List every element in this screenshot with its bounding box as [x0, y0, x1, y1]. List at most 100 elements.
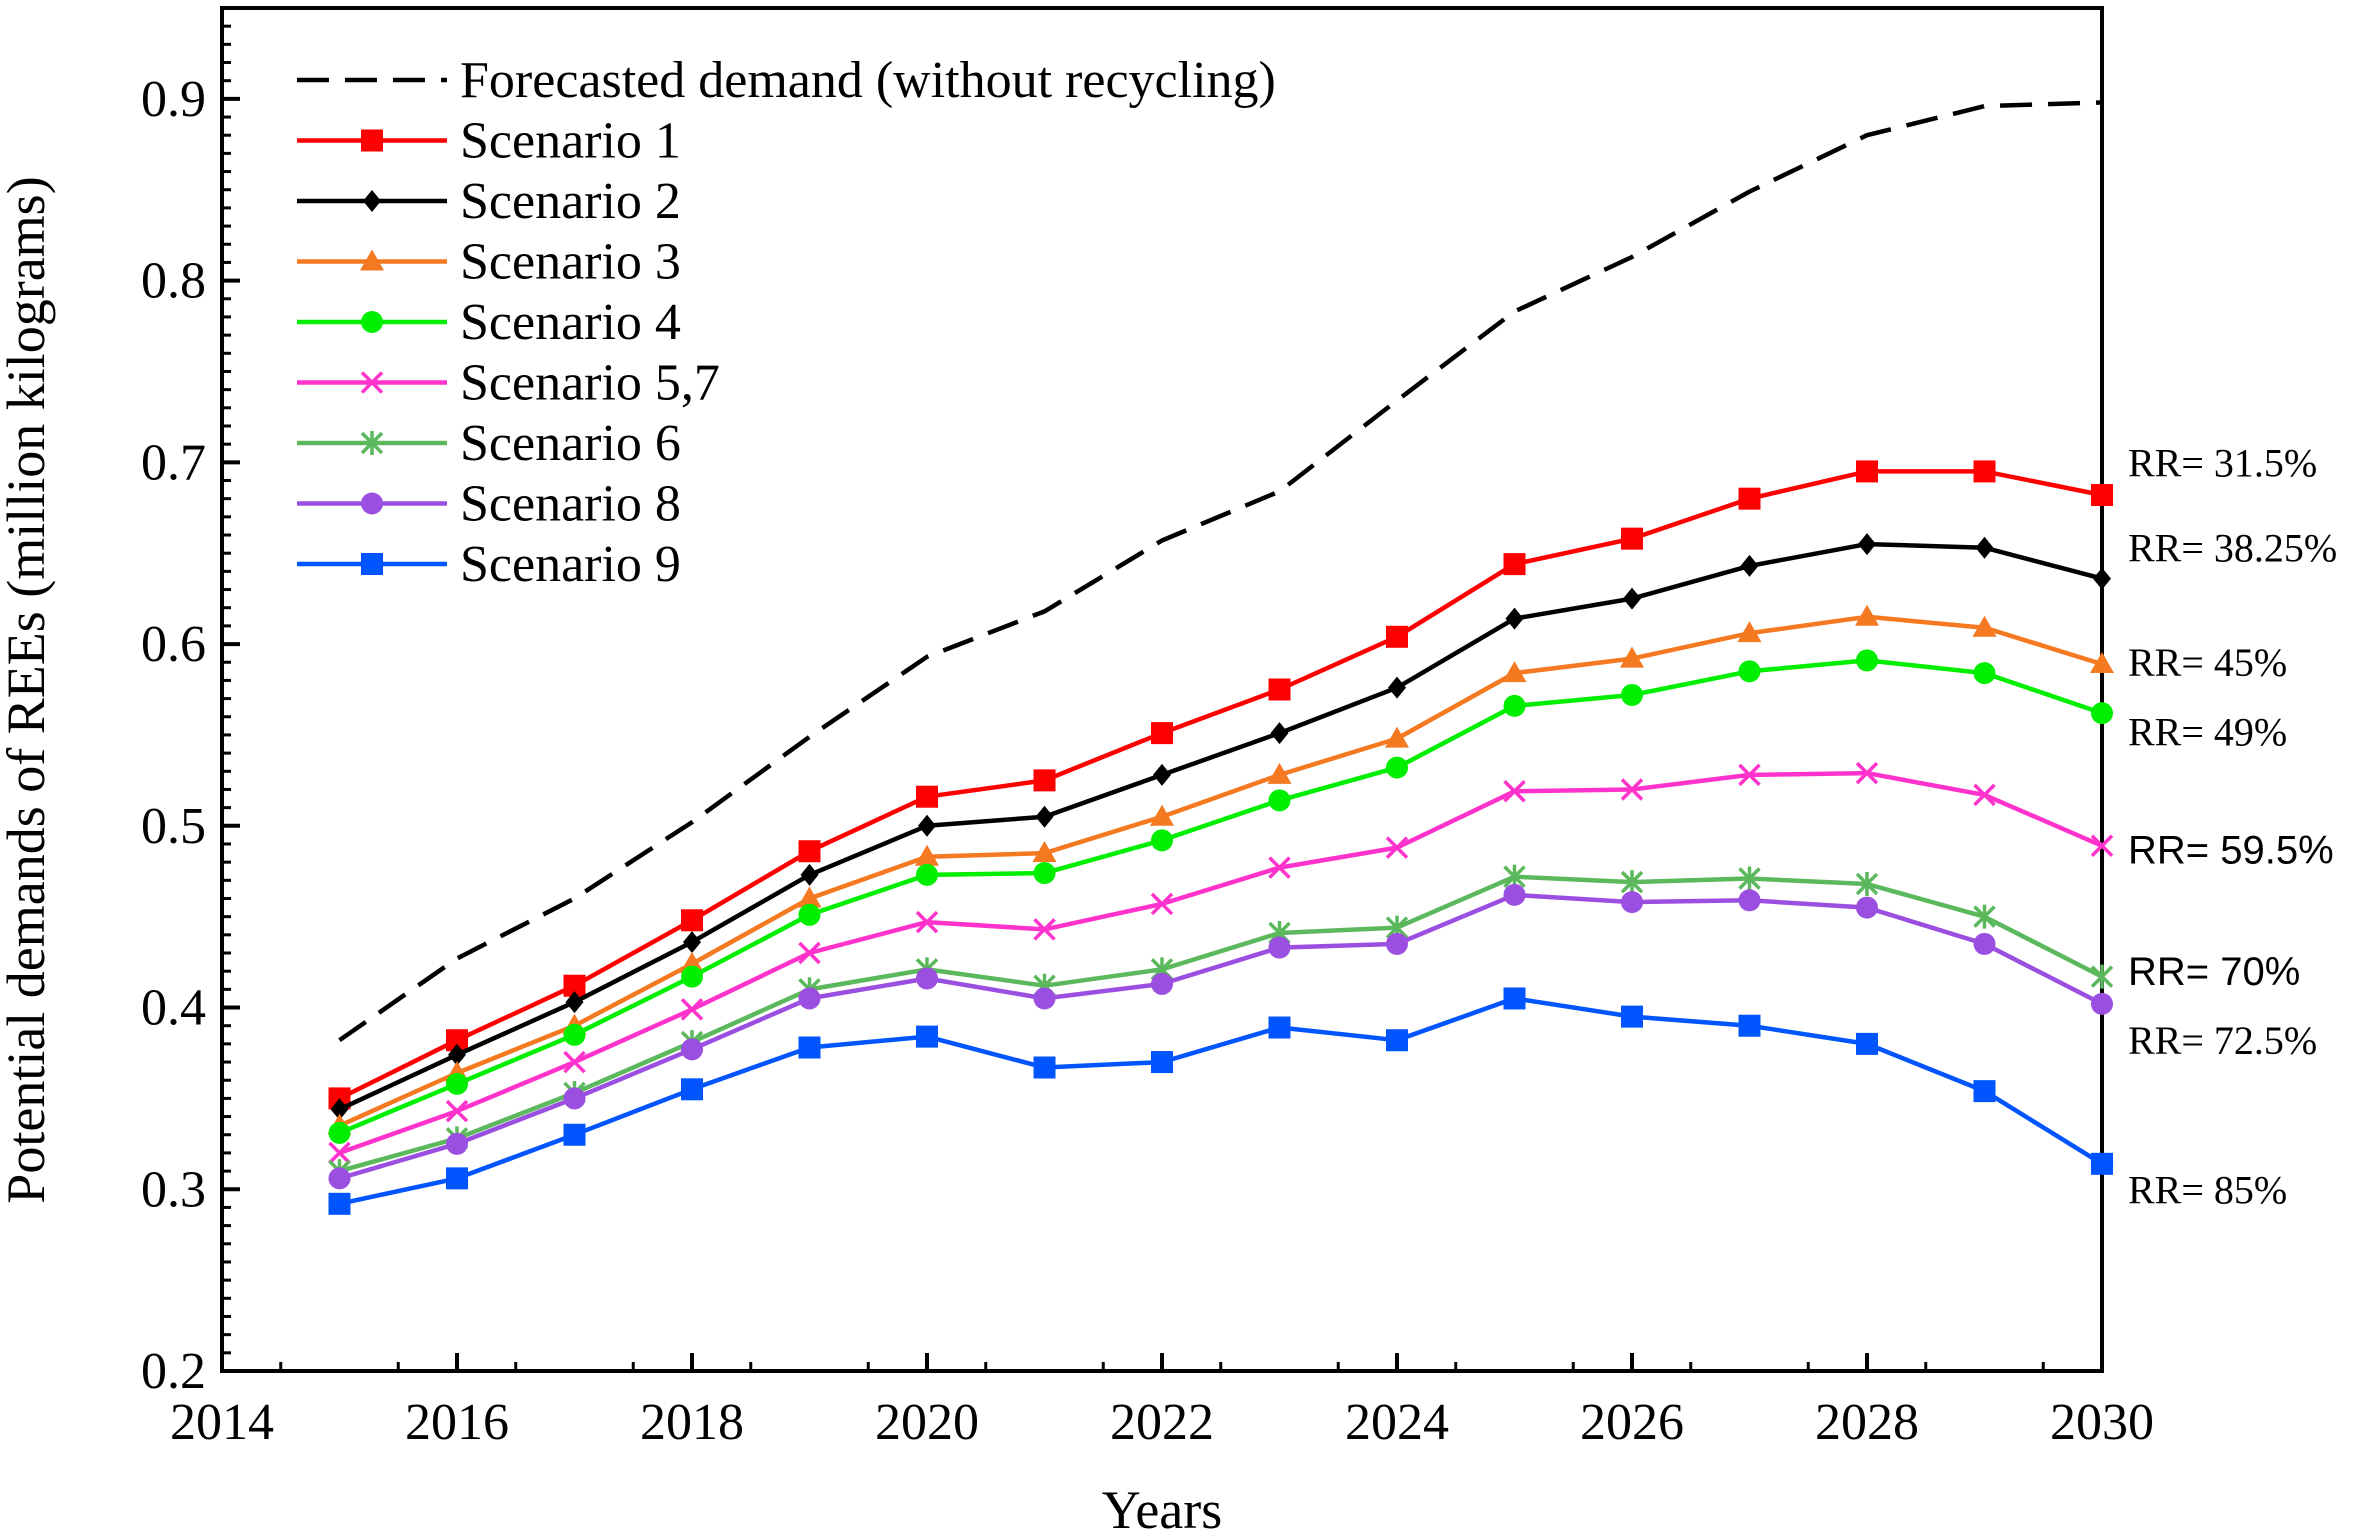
- y-tick-label: 0.7: [141, 434, 206, 491]
- data-point: [681, 965, 703, 988]
- data-point: [1268, 856, 1291, 879]
- data-point: [2091, 992, 2113, 1015]
- data-point: [1503, 987, 1526, 1010]
- legend-label: Scenario 3: [460, 234, 681, 291]
- x-tick-label: 2022: [1110, 1394, 1214, 1451]
- legend-entry: Scenario 3: [297, 234, 681, 291]
- data-point: [446, 1132, 468, 1155]
- data-point: [1502, 661, 1527, 683]
- legend: Forecasted demand (without recycling)Sce…: [297, 52, 1276, 593]
- legend-label: Forecasted demand (without recycling): [460, 52, 1276, 109]
- data-point: [328, 1141, 351, 1165]
- series-line: [339, 996, 2104, 1206]
- data-point: [1973, 904, 1996, 929]
- legend-marker: [361, 311, 383, 333]
- legend-marker: [361, 129, 383, 152]
- data-point: [1738, 866, 1761, 891]
- legend-label: Scenario 6: [460, 415, 681, 472]
- legend-label: Scenario 4: [460, 294, 681, 351]
- data-point: [798, 941, 821, 965]
- y-tick-label: 0.9: [141, 71, 206, 128]
- data-point: [1035, 805, 1054, 828]
- data-point: [1855, 761, 1879, 785]
- data-point: [681, 909, 703, 932]
- series-line: [338, 469, 2103, 1101]
- x-tick-label: 2020: [875, 1394, 979, 1451]
- legend-entry: Scenario 4: [297, 294, 681, 351]
- legend-marker: [360, 431, 384, 455]
- data-point: [2091, 702, 2113, 725]
- rr-annotation: RR= 49%: [2128, 709, 2287, 754]
- data-point: [1032, 841, 1057, 863]
- legend-entry: Scenario 6: [297, 415, 681, 472]
- data-point: [916, 863, 938, 886]
- data-point: [1738, 487, 1761, 510]
- data-point: [563, 1123, 586, 1146]
- data-point: [800, 863, 819, 886]
- data-point: [1737, 621, 1762, 643]
- data-point: [2091, 484, 2113, 507]
- data-point: [328, 1192, 351, 1215]
- data-point: [563, 1087, 586, 1110]
- data-point: [1033, 769, 1056, 792]
- data-point: [916, 785, 938, 808]
- series-8: [328, 987, 2113, 1215]
- data-point: [445, 1099, 469, 1123]
- data-point: [1503, 780, 1526, 803]
- data-point: [1150, 804, 1174, 826]
- data-point: [1973, 1080, 1996, 1103]
- y-tick-label: 0.4: [141, 980, 206, 1037]
- data-point: [565, 991, 584, 1014]
- data-point: [1268, 1016, 1291, 1039]
- data-point: [1503, 553, 1526, 576]
- data-point: [1738, 660, 1761, 683]
- data-point: [683, 931, 701, 954]
- data-point: [1975, 536, 1994, 559]
- x-axis-title: Years: [1102, 1480, 1223, 1535]
- data-point: [448, 1043, 466, 1066]
- data-point: [2090, 964, 2114, 989]
- data-point: [1738, 763, 1761, 787]
- data-point: [2090, 652, 2114, 674]
- data-point: [915, 844, 939, 866]
- data-point: [1973, 662, 1996, 685]
- legend-entry: Scenario 1: [297, 113, 681, 170]
- y-tick-label: 0.6: [141, 616, 206, 673]
- data-point: [1388, 676, 1406, 699]
- data-point: [328, 1167, 351, 1190]
- data-point: [1033, 1056, 1056, 1079]
- data-point: [798, 903, 821, 926]
- data-point: [798, 840, 821, 863]
- legend-entry: Scenario 2: [297, 173, 681, 230]
- data-point: [798, 987, 821, 1010]
- data-point: [1386, 1029, 1408, 1052]
- data-point: [1033, 987, 1056, 1010]
- series-1: [328, 460, 2113, 1110]
- data-point: [1856, 1032, 1878, 1055]
- series-4: [328, 649, 2113, 1144]
- data-point: [1503, 883, 1526, 906]
- legend-marker: [361, 492, 383, 515]
- legend-marker: [360, 371, 384, 394]
- data-point: [1738, 1014, 1761, 1037]
- data-point: [1268, 936, 1291, 959]
- x-tick-label: 2024: [1345, 1394, 1449, 1451]
- rr-annotation: RR= 38.25%: [2128, 526, 2337, 571]
- data-point: [1740, 554, 1759, 577]
- data-point: [1268, 789, 1291, 812]
- rr-annotation: RR= 72.5%: [2128, 1018, 2317, 1063]
- data-point: [681, 1038, 703, 1061]
- data-point: [328, 1121, 351, 1144]
- legend-marker: [363, 190, 381, 212]
- data-point: [1856, 460, 1878, 483]
- x-tick-label: 2030: [2050, 1394, 2154, 1451]
- data-point: [1385, 726, 1409, 748]
- legend-entry: Scenario 5,7: [297, 355, 720, 412]
- data-point: [1153, 763, 1171, 786]
- series-0: [338, 100, 2103, 1043]
- data-point: [1856, 649, 1878, 672]
- data-point: [446, 1072, 468, 1095]
- series-line: [338, 614, 2103, 1128]
- data-point: [1385, 836, 1409, 859]
